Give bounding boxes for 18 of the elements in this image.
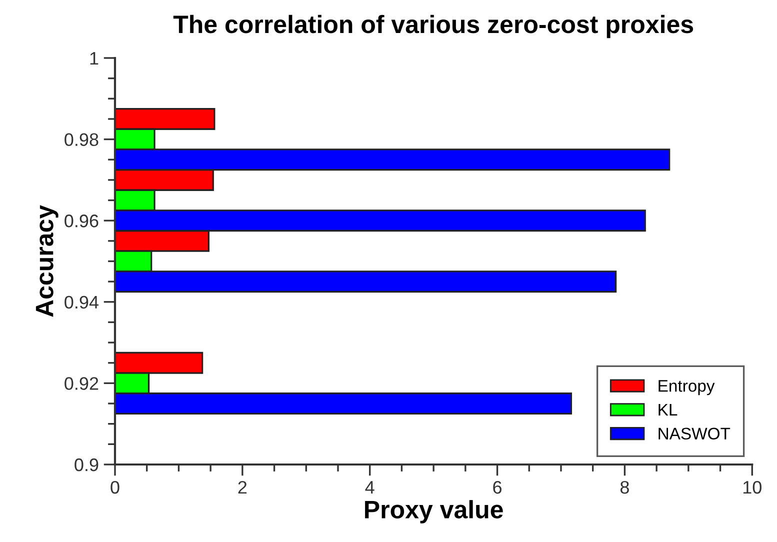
y-tick-label: 1 xyxy=(90,52,98,65)
x-tick-label: 4 xyxy=(365,481,374,494)
y-tick-label: 0.98 xyxy=(64,133,98,146)
x-tick-label: 0 xyxy=(110,480,120,494)
x-tick-label: 6 xyxy=(493,480,502,494)
y-tick-label: 0.96 xyxy=(64,214,98,228)
y-tick-label: 0.94 xyxy=(64,296,98,309)
legend-label: NASWOT xyxy=(658,428,730,440)
x-axis-title: Proxy value xyxy=(365,500,503,524)
legend-label: KL xyxy=(658,404,678,416)
x-tick-label: 10 xyxy=(743,480,762,494)
legend-label: Entropy xyxy=(658,380,715,396)
y-tick-label: 0.9 xyxy=(74,458,98,472)
chart-title: The correlation of various zero-cost proxies xyxy=(173,14,694,38)
x-tick-label: 8 xyxy=(620,480,629,494)
x-tick-label: 2 xyxy=(238,480,247,494)
y-tick-label: 0.92 xyxy=(64,377,98,390)
y-axis-title: Accuracy xyxy=(36,205,58,317)
